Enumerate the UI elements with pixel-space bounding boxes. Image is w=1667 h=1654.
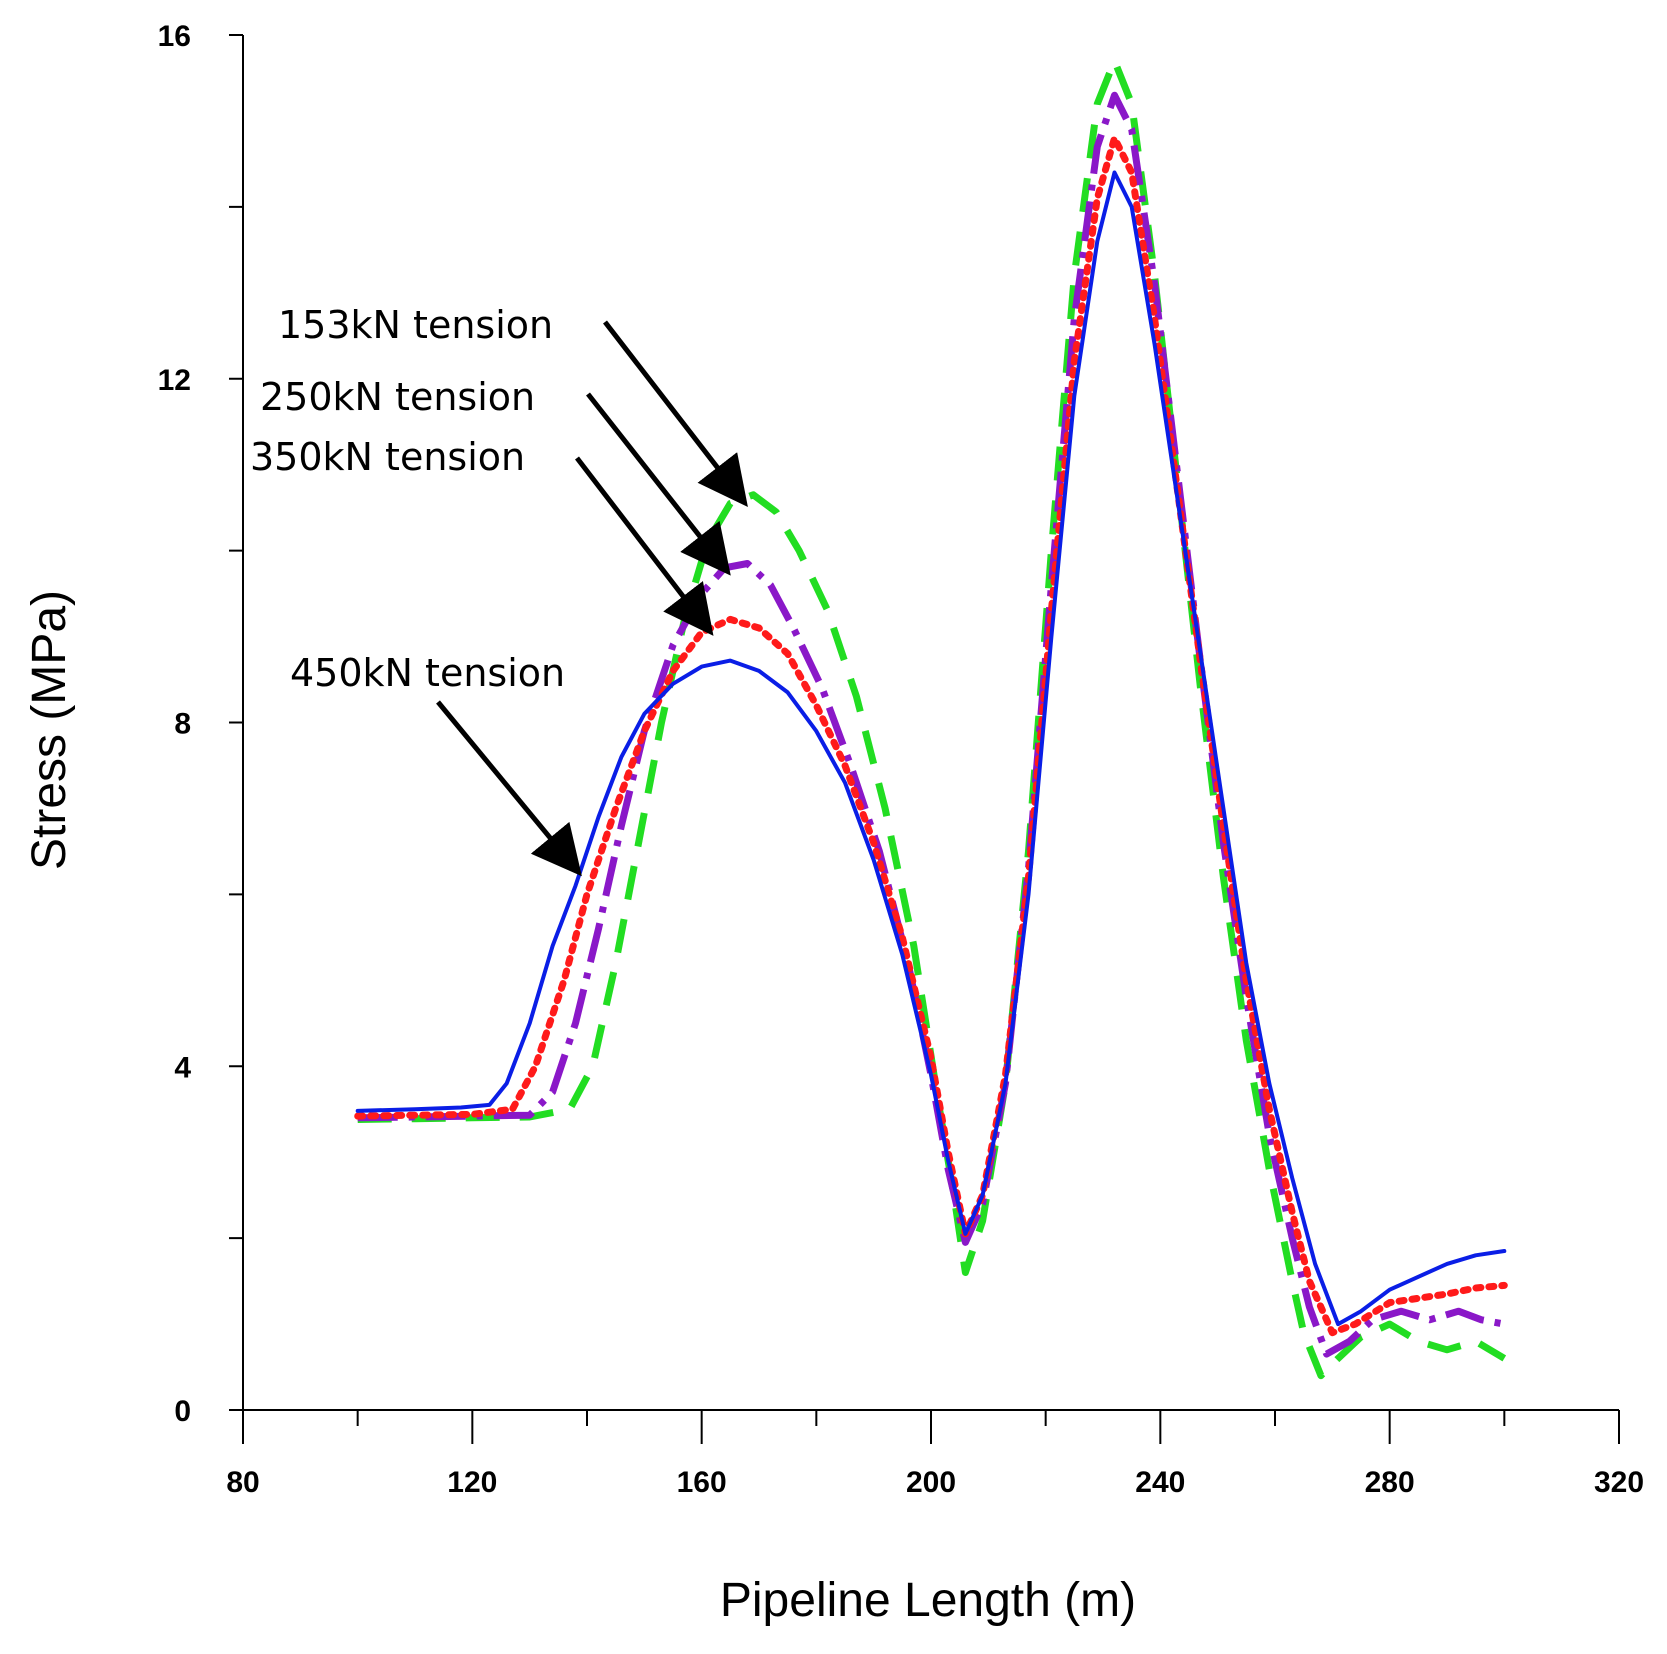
y-tick-label: 0: [174, 1395, 191, 1428]
x-tick-label: 280: [1365, 1466, 1415, 1499]
annotation-arrow-153kn-tension: [603, 320, 748, 507]
annotation-label-153kn-tension: 153kN tension: [278, 303, 553, 347]
x-tick-label: 200: [906, 1466, 956, 1499]
annotations: 153kN tension 250kN tension 350kN tension 4…: [250, 303, 748, 877]
annotation-label-350kn-tension: 350kN tension: [250, 435, 525, 479]
y-tick-label: 12: [158, 364, 191, 397]
x-tick-label: 160: [677, 1466, 727, 1499]
y-tick-label: 8: [174, 708, 191, 741]
annotation-label-250kn-tension: 250kN tension: [260, 375, 535, 419]
y-tick-label: 16: [158, 20, 191, 53]
y-axis-title: Stress (MPa): [23, 590, 76, 870]
x-tick-label: 240: [1135, 1466, 1185, 1499]
series-line-450kn-tension: [355, 170, 1507, 1327]
annotation-arrow-250kn-tension: [586, 392, 731, 576]
axes: 0 4 8 12 16 80 120 160 200 240 280 320: [158, 20, 1644, 1499]
x-tick-label: 120: [447, 1466, 497, 1499]
annotation-label-450kn-tension: 450kN tension: [290, 651, 565, 695]
y-tick-label: 4: [174, 1051, 191, 1084]
annotation-arrow-450kn-tension: [436, 700, 582, 877]
annotation-arrow-350kn-tension: [575, 456, 714, 636]
x-axis-title: Pipeline Length (m): [720, 1574, 1136, 1627]
series-line-250kn-tension: [357, 91, 1505, 1358]
x-tick-label: 80: [226, 1466, 259, 1499]
series-line-153kn-tension: [357, 57, 1507, 1380]
x-tick-label: 320: [1594, 1466, 1644, 1499]
series-layer: [354, 57, 1508, 1380]
